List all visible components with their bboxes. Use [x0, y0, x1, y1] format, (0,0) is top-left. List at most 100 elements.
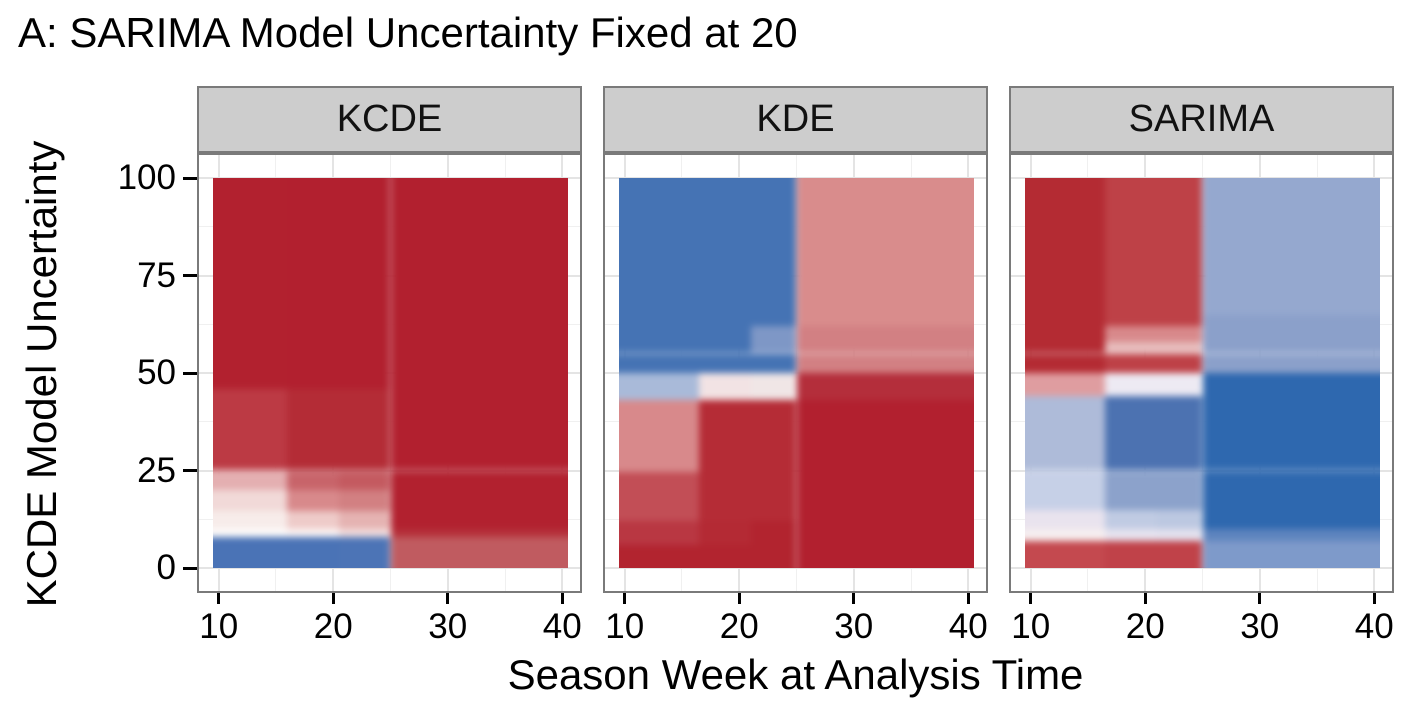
- heatmap-cell: [1202, 353, 1380, 373]
- heatmap-cell: [1105, 314, 1157, 327]
- heatmap-cells: [619, 178, 974, 568]
- heatmap-cell: [1105, 353, 1157, 373]
- x-tick-mark: [1029, 593, 1033, 604]
- heatmap-cell: [750, 472, 797, 522]
- heatmap-cell: [1156, 353, 1203, 373]
- heatmap-cell: [1105, 529, 1157, 541]
- heatmap-cell: [1025, 326, 1106, 342]
- heatmap-cell: [338, 511, 391, 529]
- heatmap-cell: [796, 326, 974, 354]
- x-tick-mark: [1372, 593, 1376, 604]
- heatmap-cell: [619, 400, 700, 473]
- y-tick-mark: [183, 274, 197, 277]
- facet-strip-label: KDE: [756, 98, 835, 140]
- heatmap-cell: [1105, 470, 1157, 510]
- heatmap-cell: [1105, 373, 1157, 397]
- heatmap-panel: [603, 153, 988, 593]
- gridline-horizontal: [605, 567, 986, 569]
- heatmap-cell: [1156, 529, 1203, 541]
- heatmap-cell: [1025, 178, 1106, 315]
- heatmap-cell: [1156, 396, 1203, 471]
- x-tick-label: 10: [605, 607, 645, 646]
- heatmap-cell: [1156, 314, 1203, 327]
- x-tick-mark: [966, 593, 970, 604]
- heatmap-cells: [1025, 178, 1380, 568]
- heatmap-cell: [1202, 326, 1380, 342]
- x-tick-label: 30: [1240, 607, 1280, 646]
- heatmap-raster: [1025, 178, 1380, 568]
- heatmap-cell: [699, 373, 751, 401]
- heatmap-cell: [619, 373, 700, 401]
- heatmap-cell: [1025, 396, 1106, 471]
- heatmap-cell: [1105, 326, 1157, 342]
- heatmap-cell: [1156, 373, 1203, 397]
- heatmap-cell: [338, 388, 391, 471]
- heatmap-cell: [1202, 540, 1380, 568]
- x-tick-mark: [331, 593, 335, 604]
- x-tick-mark: [1143, 593, 1147, 604]
- y-tick-mark: [183, 371, 197, 375]
- heatmap-cell: [619, 521, 700, 545]
- facet-strip-label: SARIMA: [1128, 98, 1275, 140]
- heatmap-cell: [750, 521, 797, 545]
- y-tick-label: 100: [117, 158, 176, 197]
- heatmap-cell: [1105, 341, 1157, 354]
- heatmap-cell: [338, 470, 391, 490]
- x-tick-label: 20: [1125, 607, 1165, 646]
- heatmap-cell: [287, 470, 339, 490]
- heatmap-cell: [796, 472, 974, 522]
- x-tick-mark: [446, 593, 450, 604]
- x-axis-title: Season Week at Analysis Time: [507, 651, 1084, 698]
- heatmap-cell: [1202, 178, 1380, 315]
- heatmap-cell: [699, 178, 751, 327]
- heatmap-cell: [213, 470, 288, 490]
- y-tick-label: 50: [137, 353, 176, 392]
- x-tick-mark: [1258, 593, 1262, 604]
- heatmap-panel: [197, 153, 582, 593]
- heatmap-cell: [213, 536, 288, 568]
- x-tick-label: 20: [719, 607, 759, 646]
- gridline-horizontal: [1011, 567, 1392, 569]
- y-tick-label: 0: [156, 548, 176, 587]
- heatmap-raster: [213, 178, 568, 568]
- facet-strip: KCDE: [197, 86, 582, 153]
- heatmap-cell: [796, 400, 974, 473]
- y-tick-mark: [183, 566, 197, 570]
- facet-strip: KDE: [603, 86, 988, 153]
- heatmap-panel: [1009, 153, 1394, 593]
- heatmap-cell: [390, 388, 568, 471]
- heatmap-cell: [796, 373, 974, 401]
- heatmap-cell: [1156, 509, 1203, 529]
- heatmap-cell: [1025, 470, 1106, 510]
- y-axis-title: KCDE Model Uncertainty: [18, 140, 65, 608]
- heatmap-cell: [1156, 341, 1203, 354]
- facet-strip-label: KCDE: [336, 98, 443, 140]
- heatmap-cell: [1156, 470, 1203, 510]
- heatmap-cell: [338, 490, 391, 512]
- x-tick-label: 40: [948, 607, 988, 646]
- heatmap-cell: [1202, 373, 1380, 397]
- heatmap-cell: [1202, 529, 1380, 541]
- heatmap-cell: [213, 178, 288, 389]
- heatmap-raster: [619, 178, 974, 568]
- heatmap-cell: [796, 353, 974, 373]
- heatmap-cell: [619, 544, 700, 568]
- heatmap-cell: [796, 521, 974, 545]
- gridline-horizontal: [199, 567, 580, 569]
- heatmap-cell: [287, 511, 339, 529]
- x-tick-label: 30: [834, 607, 874, 646]
- heatmap-cell: [1105, 396, 1157, 471]
- x-tick-label: 40: [1354, 607, 1394, 646]
- heatmap-cell: [1025, 314, 1106, 327]
- heatmap-cell: [1156, 326, 1203, 342]
- x-tick-label: 10: [1011, 607, 1051, 646]
- heatmap-cell: [699, 326, 751, 354]
- x-tick-label: 40: [542, 607, 582, 646]
- x-tick-mark: [623, 593, 627, 604]
- heatmap-cell: [390, 178, 568, 389]
- heatmap-cell: [1025, 509, 1106, 529]
- heatmap-cell: [287, 529, 339, 537]
- y-tick-mark: [183, 469, 197, 472]
- x-tick-mark: [852, 593, 856, 604]
